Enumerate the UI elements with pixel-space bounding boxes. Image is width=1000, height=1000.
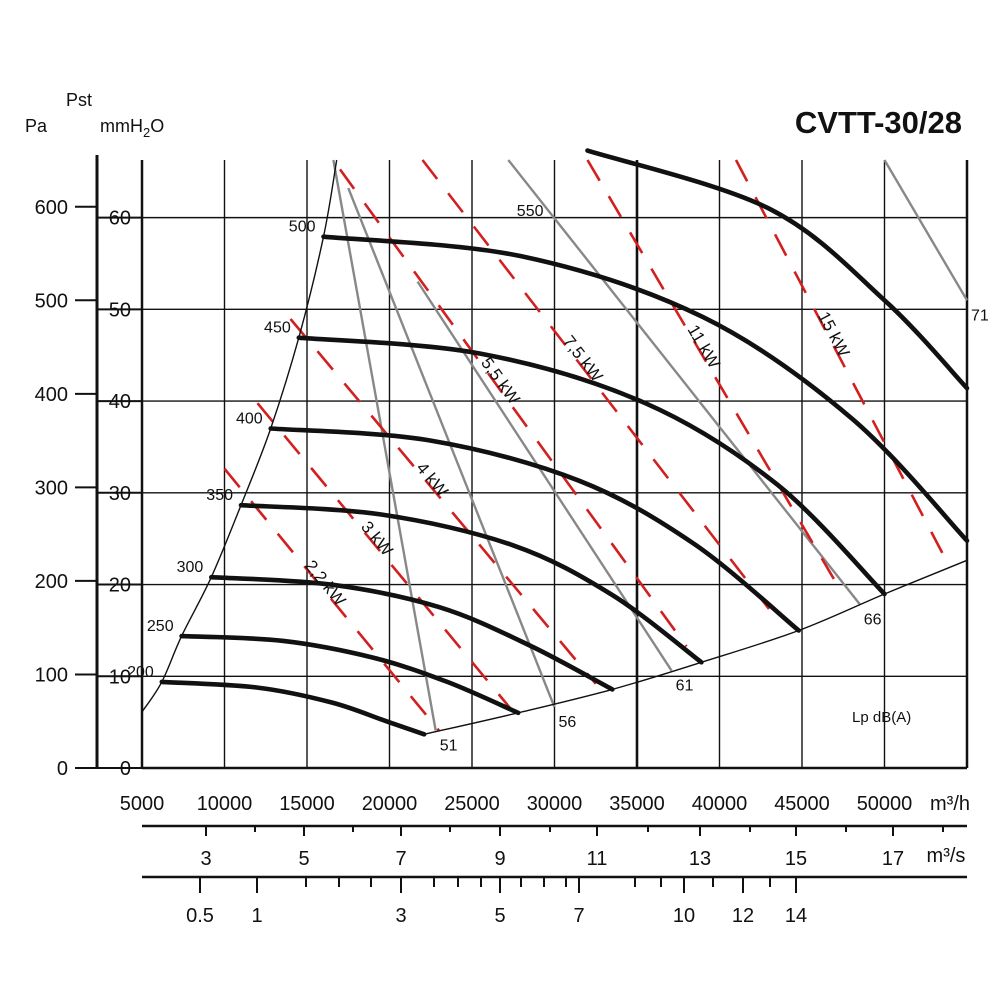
speed-curve-300: [209, 574, 615, 692]
m3h-tick-label: 25000: [444, 793, 500, 815]
power-line-7-5-kW: [421, 159, 771, 610]
pa-tick-label: 100: [35, 664, 68, 686]
pa-tick-label: 500: [35, 290, 68, 312]
pa-axis-label: Pa: [25, 116, 48, 136]
speed-curve-250: [179, 633, 521, 716]
noise-line-51: [332, 159, 437, 731]
noise-label-66: 66: [864, 611, 882, 628]
third-tick-label: 14: [785, 905, 807, 927]
power-label-15-kW: 15 kW: [814, 309, 853, 360]
left-boundary: [141, 159, 338, 713]
noise-line-56: [347, 187, 556, 708]
grid: [140, 160, 969, 770]
m3s-tick-label: 9: [494, 848, 505, 870]
power-line-15-kW: [734, 159, 944, 554]
mmh2o-tick-label: 50: [109, 299, 131, 321]
mmh2o-tick-label: 30: [109, 483, 131, 505]
power-line-2-2-kW: [223, 467, 441, 732]
mmh2o-tick-label: 20: [109, 575, 131, 597]
speed-curve-550: [585, 148, 970, 391]
m3h-tick-label: 35000: [609, 793, 665, 815]
speed-curve-500: [321, 234, 970, 543]
noise-line-66: [507, 159, 861, 606]
m3s-tick-label: 13: [689, 848, 711, 870]
mmh2o-axis-label: mmH2O: [100, 116, 164, 140]
pa-tick-label: 600: [35, 197, 68, 219]
m3h-unit-label: m³/h: [930, 793, 970, 815]
third-tick-label: 0.5: [186, 905, 214, 927]
axes: 0 100 200 300 400 500 600 0 10 20 30 40 50 60 5000 1000…: [35, 155, 970, 927]
power-lines: [223, 159, 944, 732]
speed-curve-200: [159, 679, 427, 737]
third-tick-label: 12: [732, 905, 754, 927]
pst-axis-label: Pst: [66, 90, 92, 110]
m3h-tick-label: 50000: [857, 793, 913, 815]
speed-curves: [159, 148, 970, 737]
m3h-tick-label: 40000: [692, 793, 748, 815]
speed-label-300: 300: [177, 559, 204, 576]
speed-label-550: 550: [517, 203, 544, 220]
third-tick-label: 5: [494, 905, 505, 927]
power-line-4-kW: [289, 318, 597, 685]
m3h-tick-label: 30000: [527, 793, 583, 815]
third-tick-label: 1: [251, 905, 262, 927]
speed-label-200: 200: [127, 664, 154, 681]
power-line-5-5-kW: [338, 168, 688, 648]
m3s-unit-label: m³/s: [927, 845, 966, 867]
power-label-3-kW: 3 kW: [357, 518, 396, 560]
mmh2o-label-tail: O: [150, 116, 164, 136]
m3s-tick-label: 5: [298, 848, 309, 870]
noise-label-56: 56: [559, 714, 577, 731]
speed-label-500: 500: [289, 219, 316, 236]
m3s-tick-label: 17: [882, 848, 904, 870]
noise-unit-label: Lp dB(A): [852, 709, 911, 726]
mmh2o-tick-label: 60: [109, 208, 131, 230]
speed-curve-450: [296, 335, 887, 597]
speed-curve-400: [268, 426, 801, 633]
m3s-tick-label: 11: [587, 848, 608, 870]
pa-tick-label: 400: [35, 384, 68, 406]
noise-label-51: 51: [440, 738, 458, 755]
pa-tick-label: 0: [57, 758, 68, 780]
speed-curve-350: [238, 502, 704, 665]
third-tick-label: 10: [673, 905, 695, 927]
power-label-4-kW: 4 kW: [412, 459, 451, 501]
m3h-tick-label: 20000: [362, 793, 418, 815]
mmh2o-tick-label: 0: [120, 758, 131, 780]
third-tick-label: 7: [573, 905, 584, 927]
speed-label-450: 450: [264, 320, 291, 337]
m3h-tick-label: 45000: [774, 793, 830, 815]
pa-tick-label: 200: [35, 571, 68, 593]
speed-label-400: 400: [236, 410, 263, 427]
mmh2o-label-main: mmH: [100, 116, 143, 136]
m3s-tick-label: 7: [395, 848, 406, 870]
noise-label-71: 71: [971, 307, 989, 324]
mmh2o-tick-label: 10: [109, 666, 131, 688]
m3h-tick-label: 10000: [197, 793, 253, 815]
noise-line-71: [883, 159, 969, 301]
third-tick-label: 3: [395, 905, 406, 927]
mmh2o-label-sub: 2: [143, 125, 150, 140]
speed-label-350: 350: [206, 487, 233, 504]
power-label-11-kW: 11 kW: [684, 322, 724, 372]
mmh2o-tick-label: 40: [109, 391, 131, 413]
m3h-tick-label: 15000: [279, 793, 335, 815]
m3s-tick-label: 15: [785, 848, 807, 870]
noise-label-61: 61: [676, 678, 694, 695]
pa-tick-label: 300: [35, 477, 68, 499]
speed-label-250: 250: [147, 618, 174, 635]
m3s-tick-label: 3: [200, 848, 211, 870]
chart-title: CVTT-30/28: [795, 105, 962, 140]
m3h-tick-label: 5000: [120, 793, 165, 815]
